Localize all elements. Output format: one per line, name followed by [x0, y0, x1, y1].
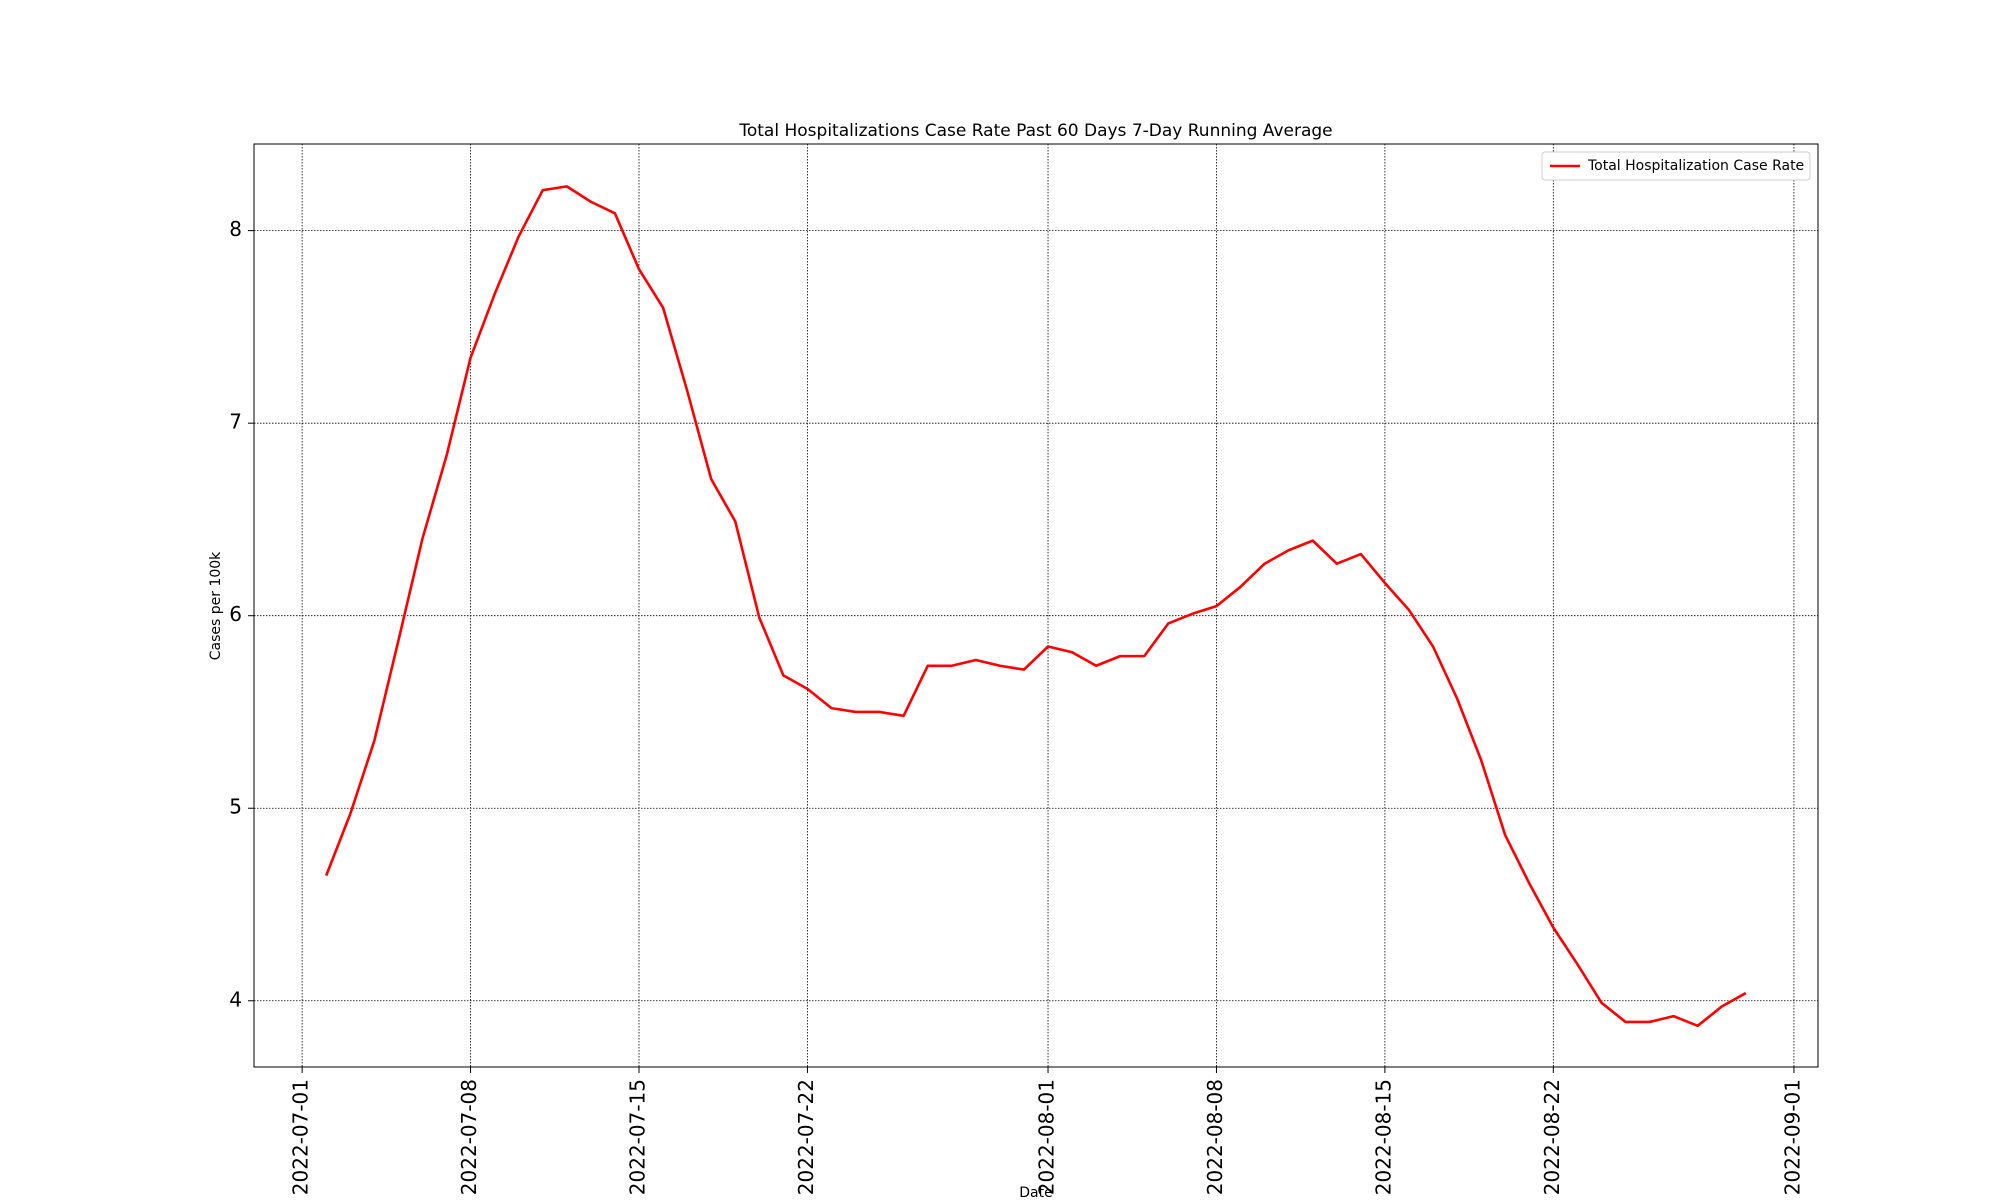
x-tick-label: 2022-09-01 [1780, 1079, 1804, 1195]
y-tick-label: 8 [229, 217, 242, 241]
y-tick-label: 5 [229, 795, 242, 819]
x-tick-label: 2022-08-22 [1540, 1079, 1564, 1195]
x-tick-label: 2022-07-15 [625, 1079, 649, 1195]
y-tick-label: 6 [229, 602, 242, 626]
x-tick-label: 2022-08-08 [1203, 1079, 1227, 1195]
y-tick-label: 7 [229, 410, 242, 434]
legend: Total Hospitalization Case Rate [1541, 151, 1811, 181]
legend-label: Total Hospitalization Case Rate [1587, 158, 1804, 174]
x-axis-label: Date [1019, 1185, 1052, 1200]
x-tick-label: 2022-07-08 [457, 1079, 481, 1195]
y-tick-label: 4 [229, 987, 242, 1011]
x-tick-label: 2022-07-01 [289, 1079, 313, 1195]
legend-box [1541, 151, 1811, 181]
data-line [324, 185, 1747, 1028]
y-axis-label: Cases per 100k [208, 551, 224, 660]
x-tick-label: 2022-07-22 [794, 1079, 818, 1195]
plot-frame [253, 143, 1819, 1068]
x-tick-label: 2022-08-15 [1371, 1079, 1395, 1195]
chart-title: Total Hospitalizations Case Rate Past 60… [738, 121, 1332, 141]
x-tick-label: 2022-08-01 [1035, 1079, 1059, 1195]
